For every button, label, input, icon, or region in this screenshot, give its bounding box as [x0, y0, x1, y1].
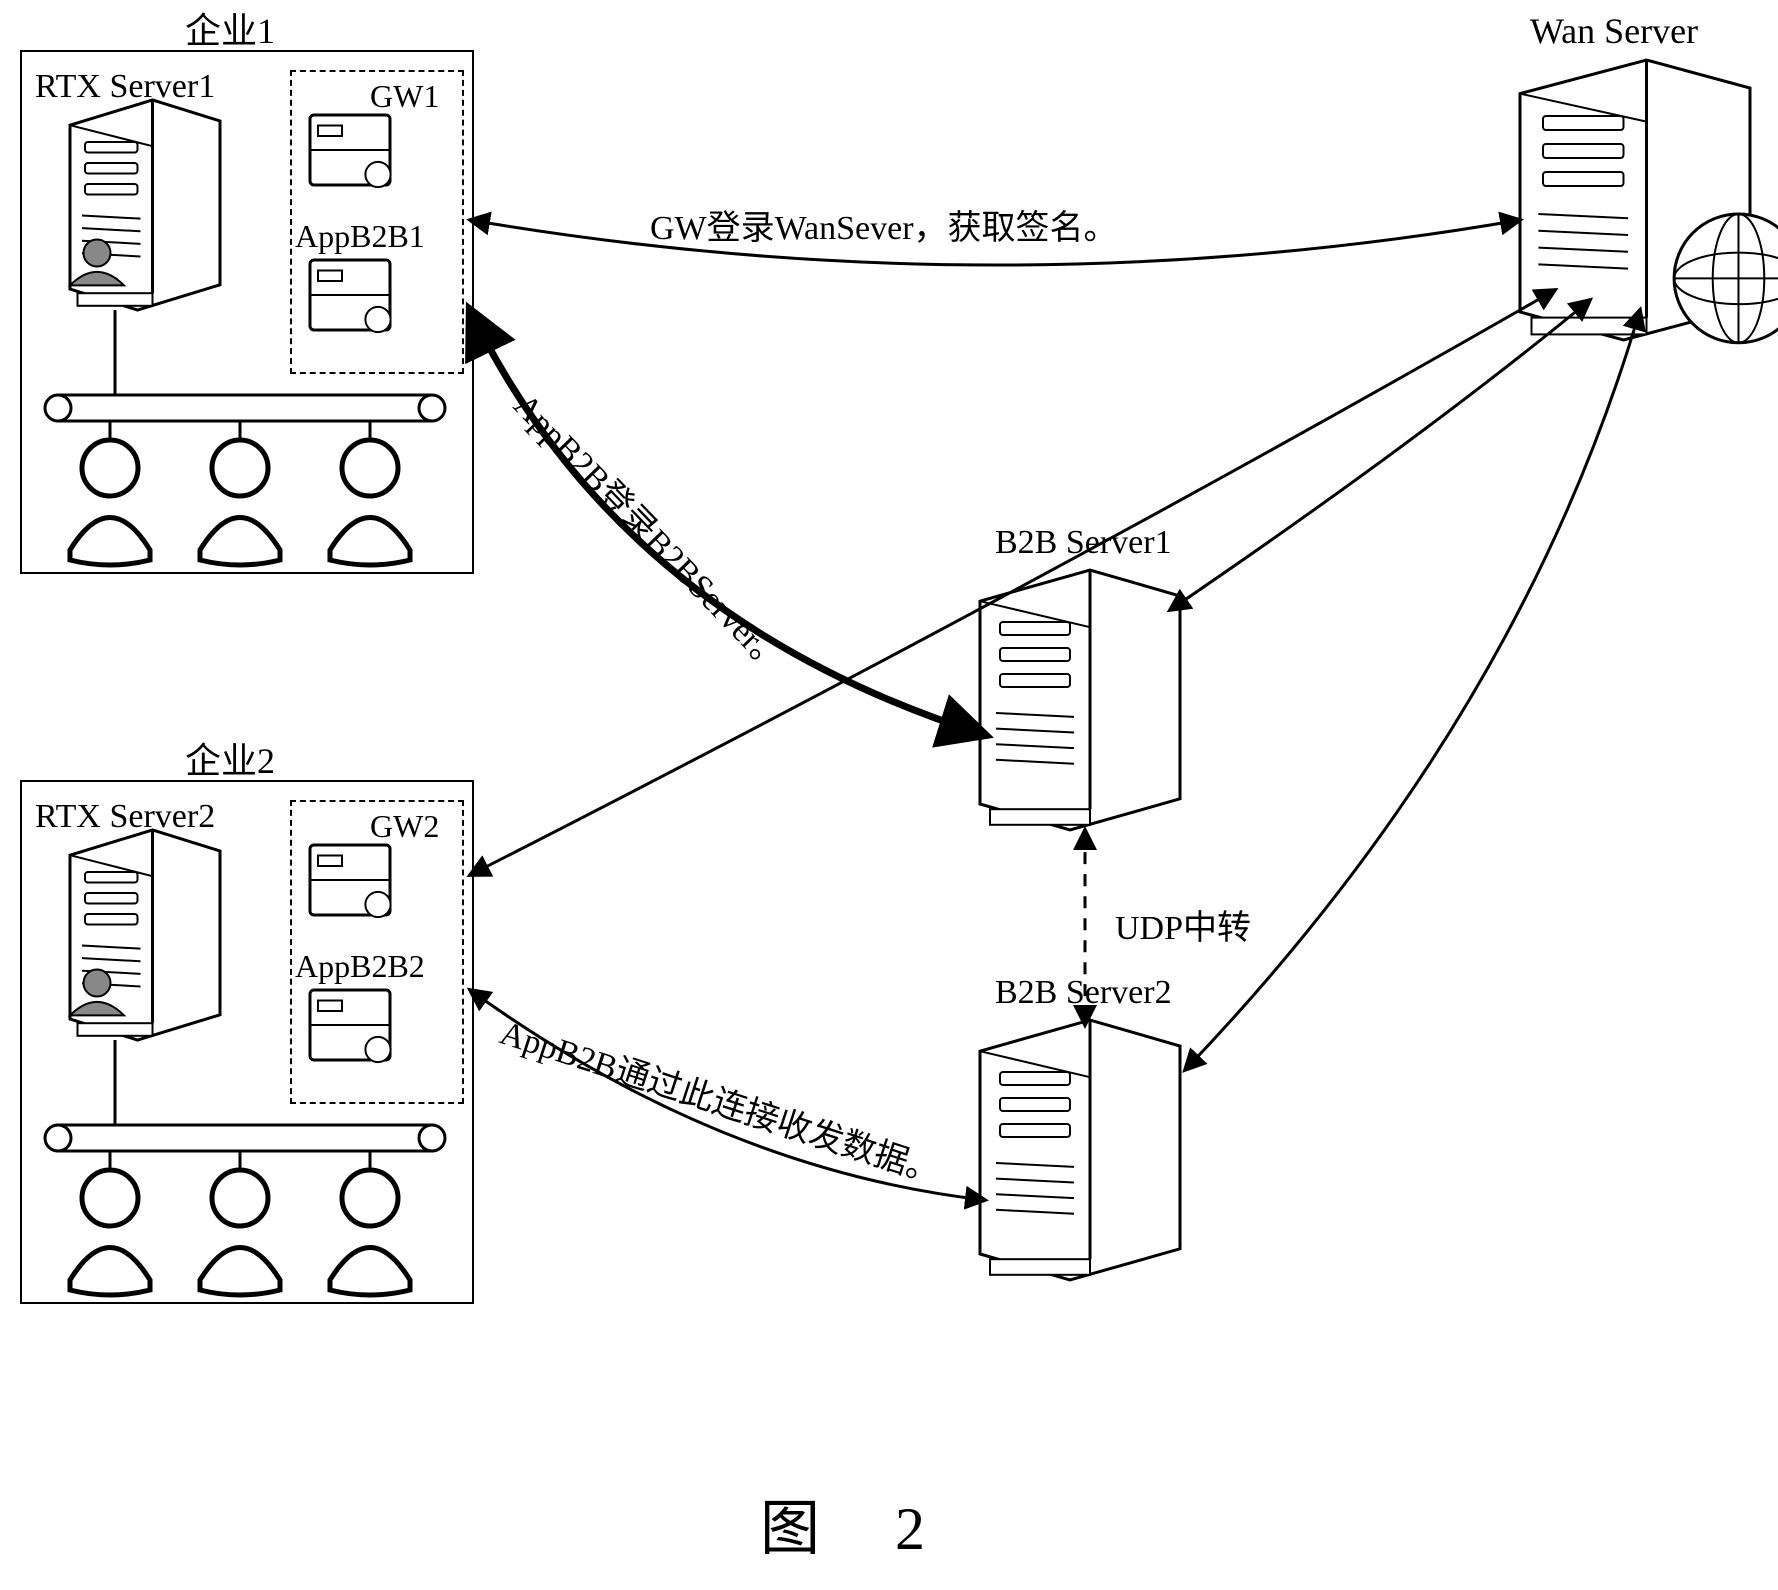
server-icon	[980, 570, 1180, 830]
b2b-label: B2B Server2	[995, 974, 1172, 1012]
rtx-label: RTX Server2	[35, 798, 215, 836]
figure-caption: 图 2	[760, 1480, 955, 1567]
wan-label: Wan Server	[1530, 10, 1698, 52]
app-label: AppB2B2	[295, 948, 425, 985]
edge	[470, 310, 985, 735]
udp-label: UDP中转	[1115, 900, 1251, 949]
gw-label: GW2	[370, 808, 439, 845]
server-icon	[980, 1020, 1180, 1280]
b2b-label: B2B Server1	[995, 524, 1172, 562]
enterprise-title: 企业1	[185, 2, 275, 54]
app-label: AppB2B1	[295, 218, 425, 255]
edge	[1185, 310, 1640, 1070]
edge-label: GW登录WanSever，获取签名。	[650, 200, 1118, 249]
server-icon	[1520, 60, 1778, 343]
enterprise-title: 企业2	[185, 732, 275, 784]
edge	[1170, 300, 1590, 610]
rtx-label: RTX Server1	[35, 68, 215, 106]
gw-label: GW1	[370, 78, 439, 115]
